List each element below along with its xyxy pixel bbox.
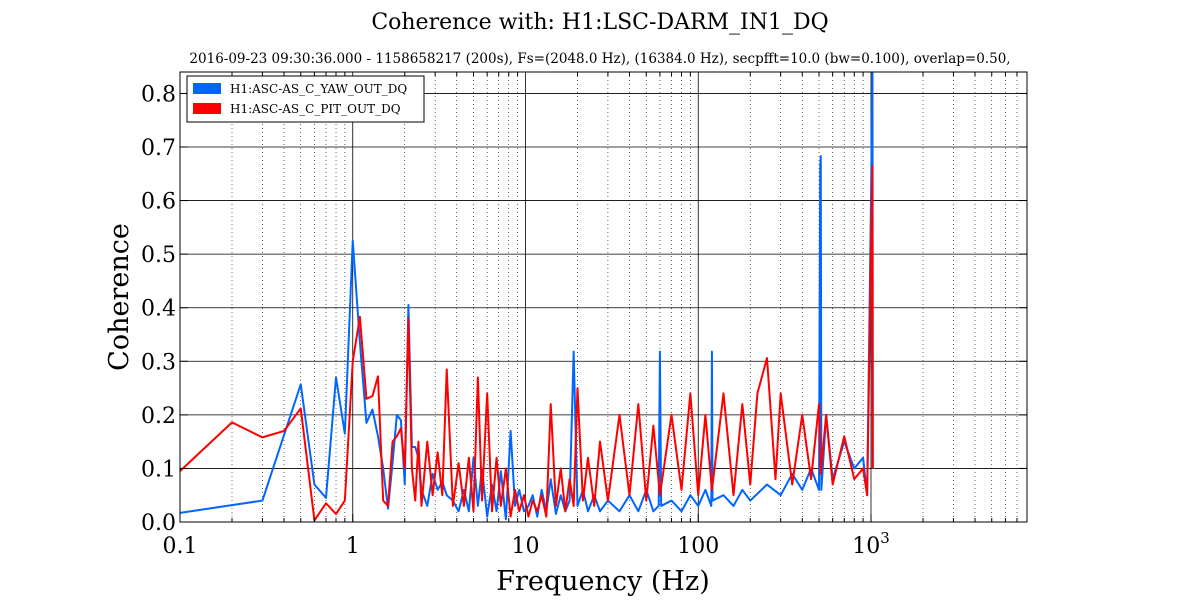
y-tick-label: 0.7	[141, 136, 176, 161]
plot-area	[180, 72, 874, 522]
plot-frame	[179, 71, 1028, 523]
x-tick-label: 103	[852, 529, 890, 559]
legend-box	[186, 75, 425, 123]
chart-subtitle: 2016-09-23 09:30:36.000 - 1158658217 (20…	[189, 51, 1010, 67]
y-tick-label: 0.1	[141, 457, 176, 482]
x-tick-label: 10	[511, 534, 539, 559]
series-line-1	[180, 164, 874, 522]
y-tick-label: 0.5	[141, 243, 176, 268]
y-tick-label: 0.0	[141, 511, 176, 536]
y-tick-label: 0.6	[141, 190, 176, 215]
y-axis-label: Coherence	[104, 223, 135, 371]
y-tick-label: 0.2	[141, 404, 176, 429]
y-tick-label: 0.3	[141, 350, 176, 375]
legend-swatch-pit	[193, 103, 221, 114]
x-tick-label: 0.1	[163, 534, 198, 559]
x-tick-label: 1	[346, 534, 360, 559]
chart-title: Coherence with: H1:LSC-DARM_IN1_DQ	[371, 10, 828, 35]
y-tick-label: 0.4	[141, 297, 176, 322]
legend-label-yaw: H1:ASC-AS_C_YAW_OUT_DQ	[230, 82, 407, 96]
x-axis-label: Frequency (Hz)	[496, 566, 709, 597]
x-tick-label: 100	[677, 534, 719, 559]
legend-label-pit: H1:ASC-AS_C_PIT_OUT_DQ	[230, 102, 401, 116]
legend: H1:ASC-AS_C_YAW_OUT_DQ H1:ASC-AS_C_PIT_O…	[186, 75, 425, 123]
series-lines	[180, 72, 874, 522]
y-tick-label: 0.8	[141, 82, 176, 107]
legend-swatch-yaw	[193, 83, 221, 94]
